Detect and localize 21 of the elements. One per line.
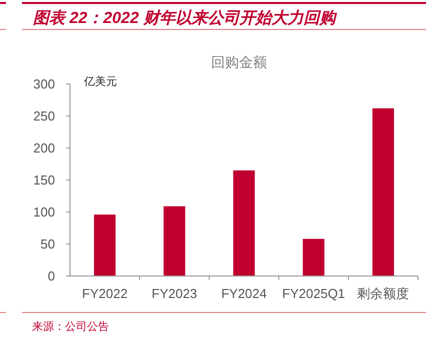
y-tick-label: 50 bbox=[40, 236, 55, 252]
bar bbox=[372, 108, 394, 276]
bar bbox=[233, 170, 255, 276]
chart-title: 图表 22：2022 财年以来公司开始大力回购 bbox=[33, 9, 338, 27]
source-note: 来源：公司公告 bbox=[32, 320, 109, 333]
x-tick-label: FY2024 bbox=[221, 286, 267, 301]
y-tick-label: 100 bbox=[33, 204, 55, 220]
x-tick-label: FY2022 bbox=[82, 286, 128, 301]
y-tick-label: 300 bbox=[33, 76, 55, 92]
y-axis-title: 亿美元 bbox=[83, 75, 117, 88]
y-tick-label: 200 bbox=[33, 140, 55, 156]
bar bbox=[94, 214, 116, 276]
x-tick-label: 剩余额度 bbox=[357, 286, 410, 301]
y-tick-label: 250 bbox=[33, 108, 55, 124]
chart-subtitle: 回购金额 bbox=[211, 54, 267, 70]
y-tick-label: 0 bbox=[48, 268, 55, 284]
bar bbox=[302, 238, 324, 276]
y-tick-label: 150 bbox=[33, 172, 55, 188]
bar bbox=[164, 206, 186, 276]
x-tick-label: FY2025Q1 bbox=[282, 286, 346, 301]
x-tick-label: FY2023 bbox=[152, 286, 198, 301]
